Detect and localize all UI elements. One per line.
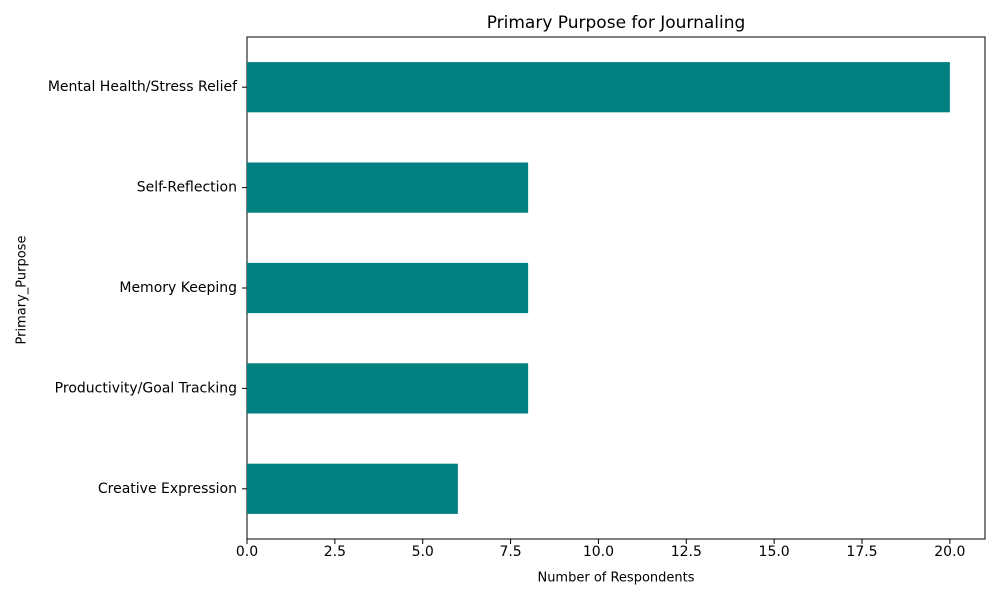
x-tick-label: 0.0 [236, 544, 258, 560]
x-tick-label: 5.0 [412, 544, 434, 560]
bar [247, 62, 950, 113]
x-tick-label: 20.0 [934, 544, 965, 560]
x-tick-label: 15.0 [759, 544, 790, 560]
chart-title: Primary Purpose for Journaling [487, 13, 746, 33]
bar [247, 262, 529, 314]
y-tick-label: Creative Expression [98, 481, 237, 497]
x-axis-label: Number of Respondents [537, 571, 694, 586]
y-tick-label: Mental Health/Stress Relief [48, 79, 238, 95]
bar [247, 463, 458, 514]
bar [247, 363, 529, 414]
y-tick-label: Productivity/Goal Tracking [55, 380, 237, 396]
x-tick-label: 17.5 [846, 544, 877, 560]
bar [247, 162, 529, 213]
x-tick-label: 7.5 [499, 544, 521, 560]
x-tick-label: 10.0 [583, 544, 614, 560]
x-tick-label: 2.5 [324, 544, 346, 560]
y-tick-label: Memory Keeping [119, 280, 237, 296]
x-tick-label: 12.5 [671, 544, 702, 560]
y-axis-label: Primary_Purpose [15, 236, 30, 345]
y-tick-label: Self-Reflection [137, 180, 237, 196]
